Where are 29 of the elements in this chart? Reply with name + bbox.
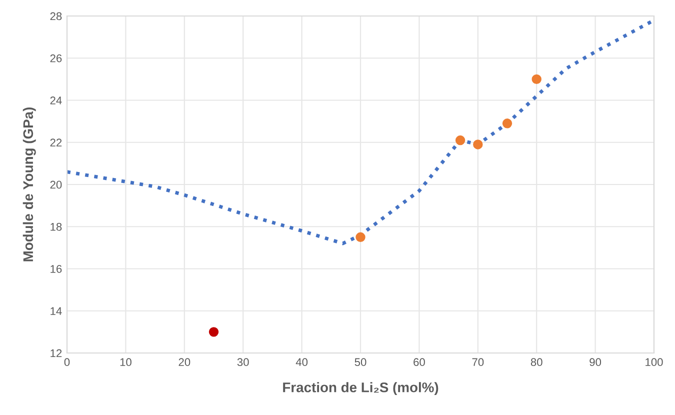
y-axis-title: Module de Young (GPa) [22,108,36,262]
x-tick-label: 40 [296,358,308,366]
y-tick-label: 28 [50,12,62,20]
y-tick-label: 20 [50,180,62,189]
x-tick-label: 0 [64,358,70,366]
x-tick-label: 60 [414,358,425,366]
x-tick-label: 50 [354,358,366,366]
x-tick-label: 30 [237,358,249,366]
x-tick-label: 70 [472,358,484,366]
x-tick-label: 80 [530,358,542,366]
point [473,140,483,150]
x-tick-label: 10 [120,358,132,366]
line-series [67,18,654,246]
point [208,327,219,337]
x-tick-label: 100 [646,358,663,366]
y-tick-label: 18 [50,222,62,231]
y-tick-label: 14 [50,307,62,315]
y-tick-label: 16 [50,265,62,273]
y-tick-label: 24 [50,96,62,104]
point [502,118,512,128]
y-tick-label: 22 [50,138,62,146]
x-tick-label: 90 [590,358,602,366]
y-tick-label: 12 [50,349,62,358]
x-tick-label: 20 [178,358,190,366]
point [455,135,466,146]
y-tick-label: 26 [50,54,62,62]
point [532,74,542,84]
x-axis-title: Fraction de Li₂S (mol%) [283,382,438,396]
point [356,232,366,242]
